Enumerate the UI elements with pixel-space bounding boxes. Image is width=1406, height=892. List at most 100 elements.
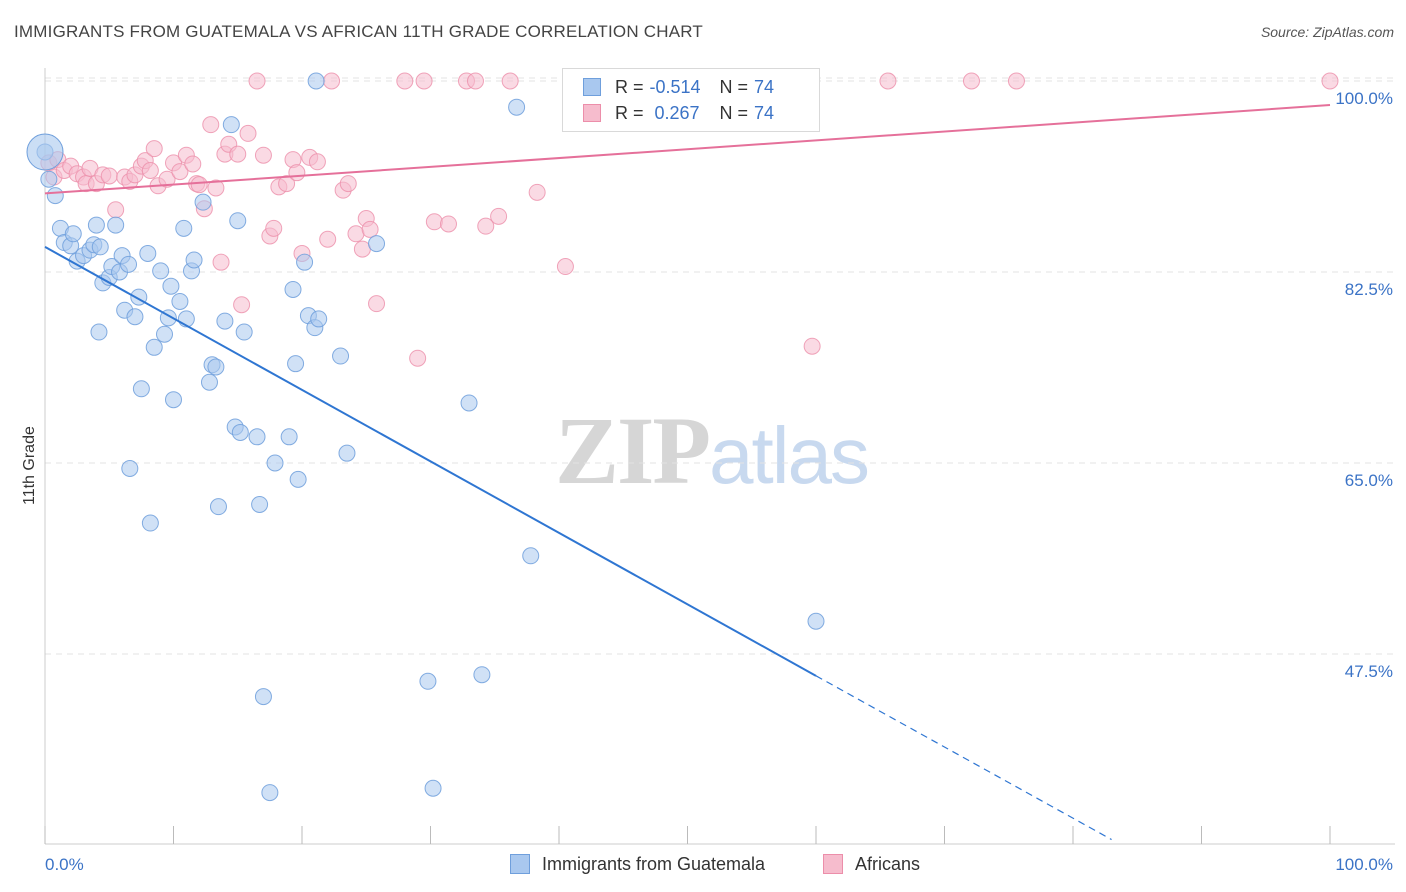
stats-legend: R = -0.514 N = 74 R = 0.267 N = 74	[562, 68, 820, 132]
data-point-africans	[803, 337, 821, 355]
data-point-guatemala	[165, 391, 182, 409]
data-point-africans	[368, 295, 386, 313]
data-point-africans	[100, 167, 118, 185]
data-point-guatemala	[145, 338, 163, 356]
data-point-guatemala	[280, 428, 298, 446]
data-point-guatemala	[284, 280, 302, 298]
data-point-guatemala	[222, 116, 240, 134]
watermark-atlas: atlas	[709, 411, 870, 500]
data-point-africans	[207, 179, 225, 197]
legend-label-guatemala: Immigrants from Guatemala	[542, 853, 766, 874]
tick-label-layer: 47.5% 65.0% 82.5% 100.0% 0.0% 100.0%	[45, 89, 1393, 874]
data-point-africans	[308, 153, 326, 171]
data-point-africans	[962, 72, 980, 90]
axis-layer	[44, 68, 1395, 845]
data-point-africans	[466, 72, 484, 90]
data-point-africans	[248, 72, 266, 90]
data-point-africans	[278, 175, 296, 193]
data-point-guatemala	[251, 495, 269, 513]
guatemala-swatch	[583, 78, 601, 96]
y-tick-label: 65.0%	[1345, 471, 1393, 490]
data-point-guatemala	[156, 325, 174, 343]
data-point-africans	[415, 72, 433, 90]
data-point-africans	[528, 183, 546, 201]
n-value: 74	[754, 102, 775, 123]
data-point-guatemala	[64, 225, 82, 243]
data-point-africans	[184, 155, 202, 173]
data-point-guatemala	[40, 170, 58, 188]
data-point-guatemala	[200, 373, 218, 391]
data-point-guatemala	[209, 498, 227, 516]
trend-layer	[44, 104, 1331, 841]
data-point-guatemala	[126, 308, 144, 326]
data-point-africans	[288, 164, 306, 182]
data-point-guatemala	[460, 394, 478, 412]
data-point-guatemala	[171, 292, 189, 310]
data-point-guatemala	[132, 380, 150, 398]
data-point-africans	[501, 72, 519, 90]
trendline-africans	[44, 104, 1331, 195]
data-point-guatemala	[368, 235, 386, 253]
data-point-africans	[190, 176, 208, 194]
data-point-guatemala	[254, 688, 272, 706]
data-point-guatemala	[90, 323, 108, 341]
r-label: R =	[615, 102, 644, 123]
n-value: 74	[754, 76, 775, 97]
x-tick-label-max: 100.0%	[1335, 855, 1393, 874]
stats-legend-row-africans: R = 0.267 N = 74	[583, 101, 774, 125]
data-point-guatemala	[229, 212, 247, 230]
data-point-africans	[353, 240, 371, 258]
data-point-africans	[319, 230, 337, 248]
data-point-guatemala	[139, 244, 157, 262]
legend-label-africans: Africans	[855, 853, 921, 874]
data-point-guatemala	[508, 98, 526, 116]
data-point-guatemala	[296, 253, 314, 271]
data-point-guatemala	[266, 454, 284, 472]
data-point-guatemala	[332, 347, 350, 365]
data-point-guatemala	[152, 262, 170, 280]
data-point-africans	[202, 116, 220, 134]
data-point-africans	[556, 258, 574, 276]
x-tick-label-min: 0.0%	[45, 855, 84, 874]
n-label: N =	[719, 102, 749, 123]
watermark-zip: ZIP	[555, 397, 711, 504]
data-point-africans	[361, 220, 379, 238]
data-point-guatemala	[261, 784, 279, 802]
data-point-africans	[879, 72, 897, 90]
data-point-guatemala	[424, 779, 442, 797]
data-point-africans	[339, 175, 357, 193]
data-point-africans	[347, 225, 365, 243]
legend-item-guatemala[interactable]: Immigrants from Guatemala	[510, 852, 765, 876]
y-tick-label: 82.5%	[1345, 280, 1393, 299]
data-point-guatemala	[194, 193, 212, 211]
guatemala-legend-swatch	[510, 854, 530, 874]
africans-legend-swatch	[823, 854, 843, 874]
data-point-guatemala	[310, 310, 328, 328]
data-point-guatemala	[162, 277, 180, 295]
r-value: 0.267	[649, 102, 700, 123]
data-point-guatemala	[419, 672, 437, 690]
r-label: R =	[615, 76, 644, 97]
data-point-guatemala	[141, 514, 159, 532]
data-point-guatemala	[248, 428, 266, 446]
n-label: N =	[719, 76, 749, 97]
chart-title: IMMIGRANTS FROM GUATEMALA VS AFRICAN 11T…	[14, 22, 703, 41]
legend-item-africans[interactable]: Africans	[823, 852, 920, 876]
data-point-guatemala	[473, 666, 491, 684]
y-tick-label: 100.0%	[1335, 89, 1393, 108]
r-value: -0.514	[649, 76, 701, 97]
data-point-africans	[107, 201, 125, 219]
grid-layer	[45, 77, 1395, 655]
data-point-africans	[265, 219, 283, 237]
data-point-guatemala	[216, 312, 234, 330]
data-point-africans	[1321, 72, 1339, 90]
data-point-africans	[323, 72, 341, 90]
data-point-africans	[141, 161, 159, 179]
data-point-africans	[145, 140, 163, 158]
data-point-guatemala	[522, 547, 540, 565]
data-point-africans	[1007, 72, 1025, 90]
data-point-guatemala	[185, 251, 203, 269]
data-point-africans	[229, 145, 247, 163]
data-point-africans	[239, 124, 257, 142]
